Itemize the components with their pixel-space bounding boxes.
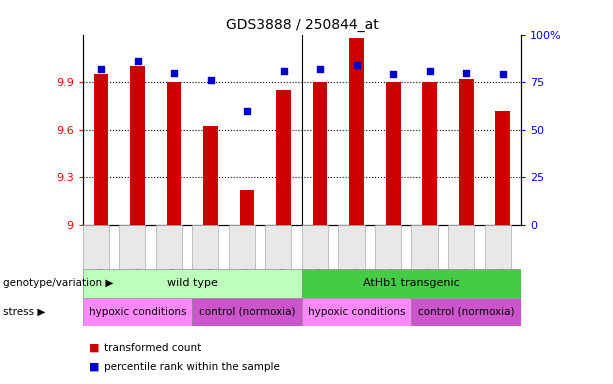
Bar	[120, 225, 145, 269]
Text: hypoxic conditions: hypoxic conditions	[308, 307, 405, 317]
Point	[169, 70, 179, 76]
Bar	[386, 82, 400, 225]
Text: genotype/variation ▶: genotype/variation ▶	[3, 278, 113, 288]
Text: percentile rank within the sample: percentile rank within the sample	[104, 362, 280, 372]
Bar	[94, 74, 109, 225]
Point	[242, 108, 252, 114]
Point	[315, 66, 325, 72]
Text: AtHb1 transgenic: AtHb1 transgenic	[363, 278, 460, 288]
Bar	[495, 111, 510, 225]
Bar	[83, 225, 109, 269]
Bar	[229, 225, 255, 269]
Bar	[411, 225, 438, 269]
Text: stress ▶: stress ▶	[3, 307, 45, 317]
Bar	[411, 298, 521, 326]
Point	[279, 68, 289, 74]
Point	[425, 68, 435, 74]
Bar	[338, 225, 365, 269]
Text: control (normoxia): control (normoxia)	[199, 307, 295, 317]
Bar	[265, 225, 292, 269]
Text: wild type: wild type	[167, 278, 218, 288]
Text: control (normoxia): control (normoxia)	[418, 307, 514, 317]
Bar	[448, 225, 474, 269]
Text: ■: ■	[89, 362, 99, 372]
Bar	[349, 38, 364, 225]
Bar	[83, 298, 192, 326]
Point	[206, 77, 216, 83]
Bar	[302, 298, 411, 326]
Point	[462, 70, 471, 76]
Bar	[276, 90, 291, 225]
Bar	[375, 225, 401, 269]
Bar	[192, 225, 218, 269]
Bar	[302, 225, 328, 269]
Point	[132, 58, 142, 64]
Point	[96, 66, 106, 72]
Text: transformed count: transformed count	[104, 343, 202, 353]
Title: GDS3888 / 250844_at: GDS3888 / 250844_at	[226, 18, 378, 32]
Bar	[192, 298, 302, 326]
Bar	[459, 79, 474, 225]
Bar	[204, 126, 218, 225]
Text: hypoxic conditions: hypoxic conditions	[89, 307, 186, 317]
Bar	[156, 225, 182, 269]
Bar	[240, 190, 254, 225]
Bar	[302, 269, 521, 298]
Point	[352, 62, 362, 68]
Point	[498, 71, 508, 78]
Bar	[313, 82, 327, 225]
Bar	[167, 82, 181, 225]
Point	[388, 71, 398, 78]
Text: ■: ■	[89, 343, 99, 353]
Bar	[83, 269, 302, 298]
Bar	[130, 66, 145, 225]
Bar	[484, 225, 511, 269]
Bar	[422, 82, 437, 225]
